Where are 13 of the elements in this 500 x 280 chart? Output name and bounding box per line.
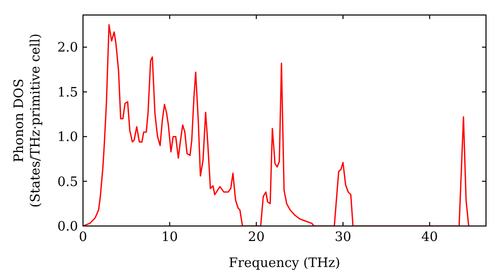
x-tick-label: 20 [248, 230, 265, 245]
x-tick-label: 30 [334, 230, 352, 245]
y-tick-label: 0.0 [57, 220, 78, 235]
x-tick-label: 0 [78, 230, 88, 245]
y-tick-label: 1.5 [57, 85, 78, 100]
x-tick-label: 40 [421, 230, 438, 245]
y-tick-label: 1.0 [57, 130, 78, 146]
line-series [83, 24, 470, 226]
x-axis-title: Frequency (THz) [228, 256, 340, 271]
y-tick-label: 2.0 [57, 40, 78, 56]
y-tick-label: 0.5 [57, 174, 78, 190]
y-axis-title: Phonon DOS (States/THz·primitive cell) [12, 33, 44, 208]
x-tick-label: 10 [161, 230, 178, 245]
